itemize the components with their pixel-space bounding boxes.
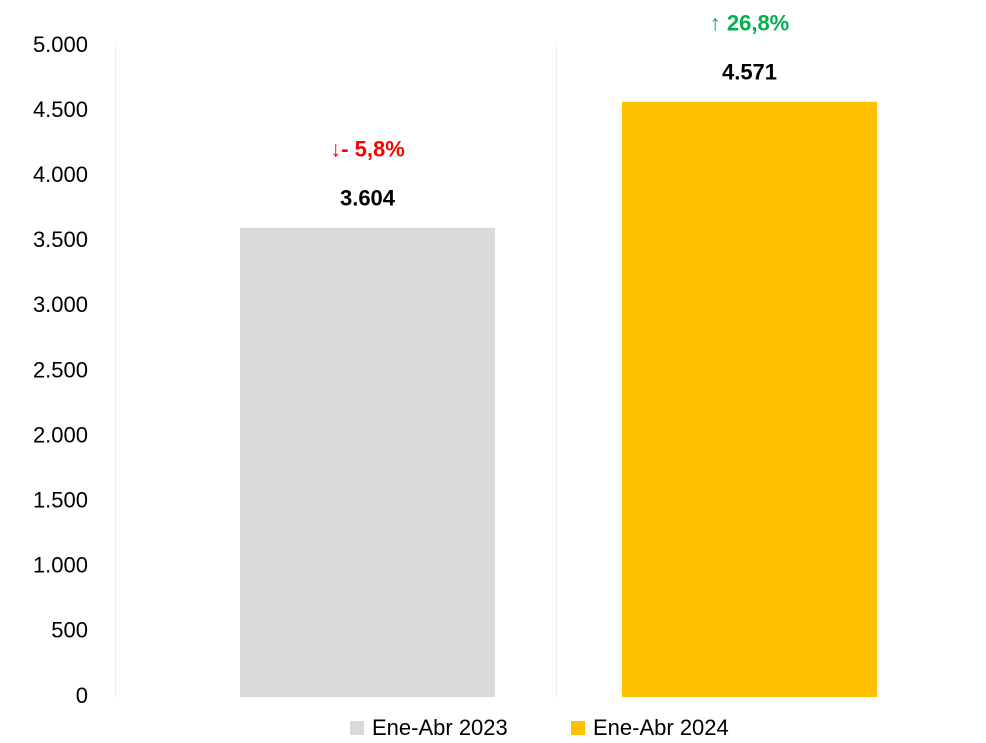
value-label: 4.571 [722, 60, 777, 85]
bar [240, 227, 495, 697]
y-tick-label: 1.000 [33, 553, 88, 578]
bar [622, 101, 877, 698]
annotation: ↑ 26,8% [710, 11, 790, 36]
legend-swatch [350, 721, 364, 735]
annotation: ↓- 5,8% [330, 137, 405, 162]
legend-label: Ene-Abr 2024 [593, 715, 729, 740]
y-tick-label: 4.500 [33, 97, 88, 122]
y-tick-label: 3.500 [33, 227, 88, 252]
y-tick-label: 2.000 [33, 422, 88, 447]
value-label: 3.604 [340, 186, 396, 211]
y-tick-label: 5.000 [33, 32, 88, 57]
y-tick-label: 1.500 [33, 488, 88, 513]
y-tick-label: 2.500 [33, 357, 88, 382]
y-tick-label: 0 [76, 683, 88, 708]
y-tick-label: 500 [51, 618, 88, 643]
y-tick-label: 4.000 [33, 162, 88, 187]
y-tick-label: 3.000 [33, 292, 88, 317]
legend-swatch [571, 721, 585, 735]
legend-label: Ene-Abr 2023 [372, 715, 508, 740]
